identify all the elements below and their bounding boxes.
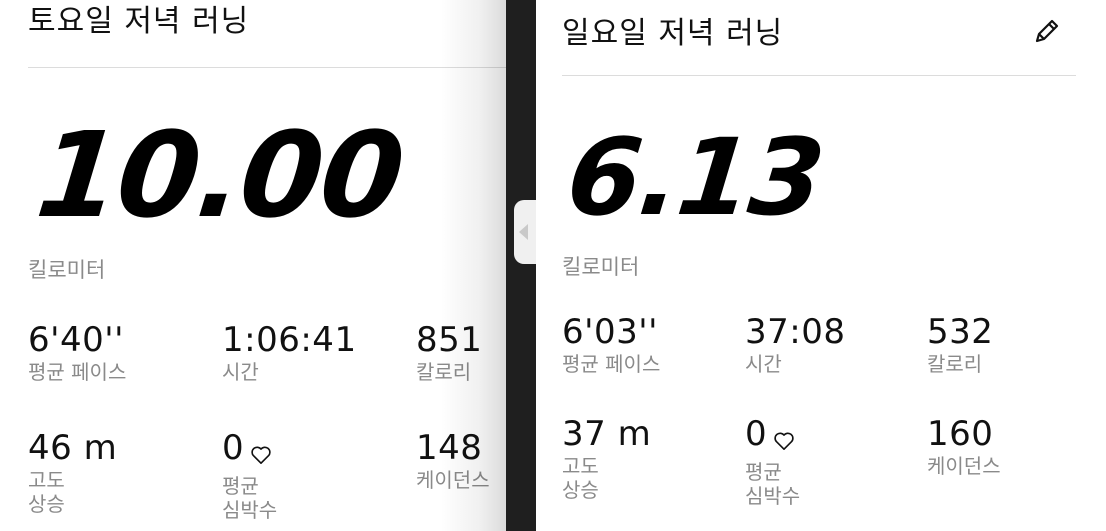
pace-stat: 6'40'' 평균 페이스: [28, 320, 126, 384]
calories-label: 칼로리: [416, 360, 472, 384]
elevation-label-line2: 상승: [562, 478, 599, 502]
heart-rate-stat: 0 평균 심박수: [745, 414, 800, 508]
calories-value: 532: [927, 312, 994, 352]
heart-rate-label-line1: 평균: [745, 460, 782, 484]
cadence-stat: 148 케이던스: [416, 428, 490, 492]
distance-value: 6.13: [561, 116, 829, 239]
heart-rate-value: 0: [745, 414, 768, 454]
elevation-value: 46 m: [28, 428, 118, 468]
elevation-value: 37 m: [562, 414, 652, 454]
heart-rate-value: 0: [222, 428, 245, 468]
split-divider[interactable]: [506, 0, 536, 531]
title-divider: [28, 67, 506, 68]
pace-value: 6'03'': [562, 312, 658, 352]
time-value: 1:06:41: [222, 320, 357, 360]
pace-label: 평균 페이스: [28, 360, 127, 384]
calories-stat: 851 칼로리: [416, 320, 482, 384]
distance-value: 10.00: [30, 106, 409, 244]
time-label: 시간: [745, 352, 782, 376]
heart-rate-label-line1: 평균: [222, 474, 259, 498]
pace-value: 6'40'': [28, 320, 124, 360]
elevation-label-line1: 고도: [28, 468, 65, 492]
activity-title: 토요일 저녁 러닝: [28, 4, 250, 39]
heart-outline-icon: [773, 420, 795, 460]
pace-stat: 6'03'' 평균 페이스: [562, 312, 660, 376]
heart-rate-stat: 0 평균 심박수: [222, 428, 277, 522]
title-divider: [562, 75, 1076, 76]
calories-stat: 532 칼로리: [927, 312, 993, 376]
calories-label: 칼로리: [927, 352, 983, 376]
elevation-stat: 46 m 고도 상승: [28, 428, 117, 516]
heart-outline-icon: [250, 434, 272, 474]
elevation-label-line2: 상승: [28, 492, 65, 516]
time-stat: 37:08 시간: [745, 312, 845, 376]
cadence-label: 케이던스: [416, 468, 490, 492]
elevation-label-line1: 고도: [562, 454, 599, 478]
calories-value: 851: [416, 320, 483, 360]
divider-handle[interactable]: [514, 200, 536, 264]
heart-rate-value-row: 0: [222, 428, 277, 474]
cadence-stat: 160 케이던스: [927, 414, 1001, 478]
pace-label: 평균 페이스: [562, 352, 661, 376]
pencil-icon[interactable]: [1030, 14, 1064, 48]
time-label: 시간: [222, 360, 259, 384]
activity-title: 일요일 저녁 러닝: [562, 16, 784, 51]
left-activity-panel: 토요일 저녁 러닝 10.00 킬로미터 6'40'' 평균 페이스 1:06:…: [0, 0, 506, 531]
cadence-value: 160: [927, 414, 994, 454]
distance-unit: 킬로미터: [28, 258, 106, 282]
distance-unit: 킬로미터: [562, 255, 640, 279]
heart-rate-value-row: 0: [745, 414, 800, 460]
heart-rate-label-line2: 심박수: [222, 498, 278, 522]
time-stat: 1:06:41 시간: [222, 320, 357, 384]
cadence-label: 케이던스: [927, 454, 1001, 478]
elevation-stat: 37 m 고도 상승: [562, 414, 651, 502]
chevron-left-icon: [519, 224, 528, 240]
cadence-value: 148: [416, 428, 483, 468]
right-activity-panel: 일요일 저녁 러닝 6.13 킬로미터 6'03'' 평균 페이스 37:08 …: [536, 0, 1106, 531]
time-value: 37:08: [745, 312, 846, 352]
heart-rate-label-line2: 심박수: [745, 484, 801, 508]
